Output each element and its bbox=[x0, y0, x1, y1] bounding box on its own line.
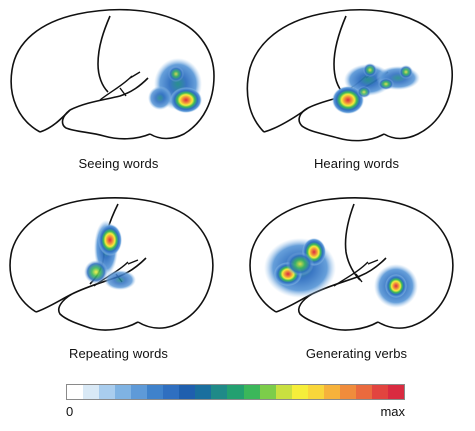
panel-caption: Hearing words bbox=[313, 156, 400, 171]
brainstem-line bbox=[35, 293, 73, 313]
activation-blobs bbox=[84, 220, 136, 290]
color-scale-bar bbox=[66, 384, 405, 400]
sulci-lines bbox=[99, 71, 141, 101]
color-scale-segment bbox=[67, 385, 84, 399]
activation-blobs bbox=[148, 58, 202, 113]
panel-caption: Repeating words bbox=[68, 346, 169, 361]
brain-outline bbox=[249, 196, 454, 329]
brainstem-line bbox=[263, 107, 309, 133]
panel-caption: Seeing words bbox=[78, 156, 159, 171]
panel-seeing-words: Seeing words bbox=[0, 0, 237, 185]
central-sulcus bbox=[333, 15, 347, 95]
brainstem-line bbox=[39, 109, 71, 133]
color-scale-segment bbox=[163, 385, 180, 399]
temporal-lobe-outline bbox=[297, 293, 379, 331]
color-scale-segment bbox=[307, 385, 324, 399]
panel-repeating-words: Repeating words bbox=[0, 190, 237, 375]
color-scale-segment bbox=[211, 385, 228, 399]
brain-diagram bbox=[246, 8, 453, 142]
color-scale-segment bbox=[115, 385, 132, 399]
brain-outline bbox=[10, 8, 215, 140]
panel-caption: Generating verbs bbox=[305, 346, 408, 361]
color-scale-segment bbox=[195, 385, 212, 399]
color-scale-segment bbox=[147, 385, 164, 399]
color-scale-segment bbox=[323, 385, 340, 399]
color-scale-segment bbox=[291, 385, 308, 399]
brain-diagram bbox=[249, 196, 454, 331]
temporal-lobe-outline bbox=[57, 293, 139, 331]
panel-generating-verbs: Generating verbs bbox=[238, 190, 475, 375]
brain-outline bbox=[9, 196, 214, 329]
color-scale-segment bbox=[243, 385, 260, 399]
color-scale-segment bbox=[355, 385, 372, 399]
brain-outline bbox=[246, 8, 453, 140]
temporal-lobe-outline bbox=[61, 109, 151, 140]
color-scale-segment bbox=[387, 385, 404, 399]
activation-blobs bbox=[332, 63, 420, 114]
sylvian-fissure bbox=[69, 77, 149, 111]
scale-max-label: max bbox=[380, 404, 405, 419]
color-scale-segment bbox=[227, 385, 244, 399]
color-scale-segment bbox=[179, 385, 196, 399]
color-scale-segment bbox=[83, 385, 100, 399]
central-sulcus bbox=[97, 15, 111, 93]
color-scale-segment bbox=[371, 385, 388, 399]
central-sulcus bbox=[344, 203, 361, 281]
color-scale-segment bbox=[339, 385, 356, 399]
color-scale-segment bbox=[275, 385, 292, 399]
color-scale-segment bbox=[259, 385, 276, 399]
color-scale-segment bbox=[99, 385, 116, 399]
panel-hearing-words: Hearing words bbox=[238, 0, 475, 185]
brain-diagram bbox=[9, 196, 214, 331]
color-scale-segment bbox=[131, 385, 148, 399]
scale-min-label: 0 bbox=[66, 404, 74, 419]
temporal-lobe-outline bbox=[298, 107, 385, 142]
sulci-lines bbox=[333, 259, 379, 287]
activation-blobs bbox=[264, 238, 418, 308]
brain-diagram bbox=[10, 8, 215, 140]
